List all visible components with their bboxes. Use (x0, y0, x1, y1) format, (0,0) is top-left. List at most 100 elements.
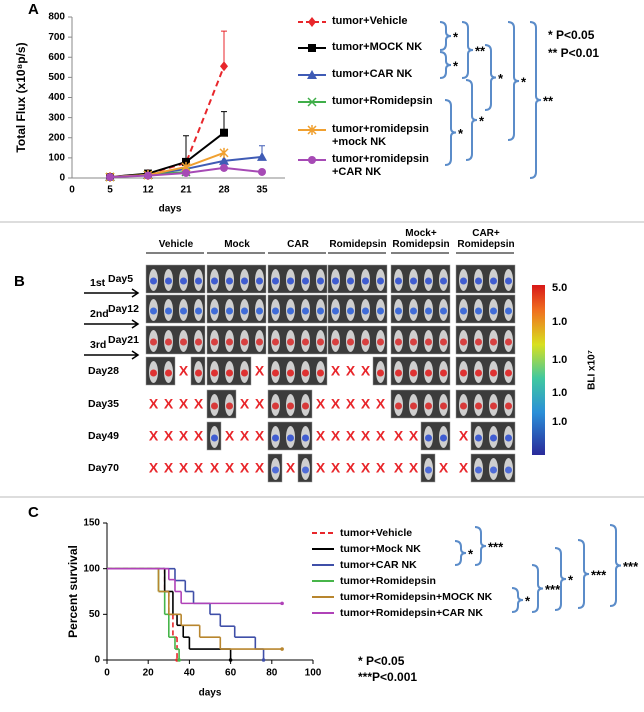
row-label: Day70 (88, 462, 119, 474)
data-point (220, 128, 228, 137)
death-mark: X (194, 396, 204, 412)
bli-signal (460, 369, 467, 377)
bli-signal (505, 402, 512, 410)
death-mark: X (394, 460, 404, 476)
bli-signal (287, 307, 294, 315)
x-tick-label: 35 (256, 185, 268, 196)
significance-mark: * (458, 126, 464, 141)
bli-signal (180, 338, 187, 346)
bli-signal (505, 369, 512, 377)
significance-bracket (439, 21, 452, 51)
bli-signal (347, 277, 354, 285)
data-point (144, 171, 152, 180)
bli-signal (256, 277, 263, 285)
y-tick-label: 800 (48, 12, 65, 23)
bli-signal (302, 402, 309, 410)
bli-signal (241, 277, 248, 285)
legend-label: tumor+Vehicle (340, 527, 412, 539)
significance-bracket (554, 547, 567, 611)
significance-bracket (474, 526, 487, 566)
bli-signal (272, 466, 279, 474)
bli-signal (211, 369, 218, 377)
bli-signal (195, 277, 202, 285)
y-tick-label: 600 (48, 52, 65, 63)
data-point (182, 168, 190, 177)
bli-signal (460, 277, 467, 285)
bli-signal (287, 277, 294, 285)
bli-signal (425, 307, 432, 315)
significance-mark: * (468, 546, 474, 561)
p-value-note: * P<0.05 (548, 28, 595, 42)
legend-label: tumor+MOCK NK (332, 41, 423, 53)
bli-signal (165, 307, 172, 315)
death-mark: X (179, 363, 189, 379)
panel-label: B (14, 273, 25, 290)
x-axis-label: days (199, 688, 222, 699)
death-mark: X (361, 363, 371, 379)
bli-signal (332, 277, 339, 285)
colorbar-tick-label: 1.0 (552, 316, 567, 328)
legend-label: tumor+Romidepsin+CAR NK (340, 607, 483, 619)
death-mark: X (459, 460, 469, 476)
legend-label: tumor+Mock NK (340, 543, 421, 555)
bli-signal (505, 466, 512, 474)
legend-label: tumor+Vehicle (332, 15, 408, 27)
bli-signal (256, 338, 263, 346)
colorbar-tick-label: 5.0 (552, 282, 567, 294)
bli-signal (475, 307, 482, 315)
bli-signal (425, 402, 432, 410)
p-value-note: ** P<0.01 (548, 46, 599, 60)
bli-signal (150, 307, 157, 315)
x-tick-label: 80 (266, 668, 278, 679)
bli-signal (195, 369, 202, 377)
error-bar (183, 135, 189, 162)
bli-signal (440, 369, 447, 377)
bli-signal (226, 277, 233, 285)
legend-marker (307, 125, 317, 135)
survival-end (261, 658, 266, 662)
legend-label: tumor+Romidepsin (340, 575, 436, 587)
bli-signal (317, 369, 324, 377)
death-mark: X (194, 460, 204, 476)
significance-mark: *** (488, 539, 504, 554)
death-mark: X (225, 428, 235, 444)
y-tick-label: 100 (83, 563, 100, 574)
bli-signal (425, 277, 432, 285)
bli-signal (475, 369, 482, 377)
column-header: Vehicle (158, 239, 194, 250)
death-mark: X (240, 396, 250, 412)
bli-signal (475, 402, 482, 410)
death-mark: X (210, 460, 220, 476)
death-mark: X (194, 428, 204, 444)
survival-end (177, 658, 181, 662)
treatment-label: 2nd (90, 308, 109, 320)
bli-signal (460, 307, 467, 315)
bli-signal (272, 307, 279, 315)
significance-mark: ** (543, 93, 554, 108)
bli-signal (490, 434, 497, 442)
legend-label: tumor+romidepsin +mock NK (332, 123, 429, 148)
death-mark: X (331, 396, 341, 412)
x-tick-label: 60 (225, 668, 237, 679)
row-label: Day21 (108, 334, 139, 346)
significance-mark: * (479, 113, 485, 128)
legend-label: tumor+romidepsin +CAR NK (332, 153, 429, 178)
y-tick-label: 100 (48, 153, 65, 164)
x-tick-label: 20 (143, 668, 155, 679)
bli-signal (410, 307, 417, 315)
bli-signal (165, 338, 172, 346)
y-tick-label: 700 (48, 32, 65, 43)
significance-mark: *** (591, 567, 607, 582)
bli-signal (362, 307, 369, 315)
bli-signal (302, 434, 309, 442)
bli-signal (180, 277, 187, 285)
death-mark: X (316, 460, 326, 476)
death-mark: X (255, 460, 265, 476)
x-tick-label: 40 (184, 668, 196, 679)
bli-signal (490, 307, 497, 315)
column-header: CAR+ Romidepsin (457, 228, 515, 250)
bli-signal (272, 338, 279, 346)
y-tick-label: 0 (94, 655, 100, 666)
bli-signal (256, 307, 263, 315)
